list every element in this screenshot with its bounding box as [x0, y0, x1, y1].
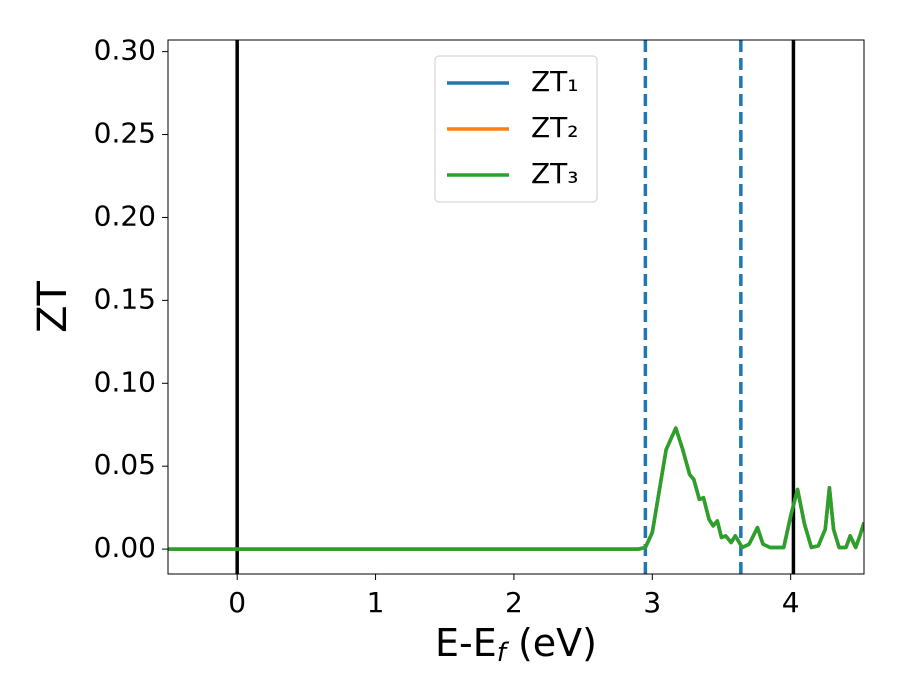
x-tick-label: 3: [643, 586, 661, 619]
x-tick-label: 4: [782, 586, 800, 619]
legend-label: ZT₁: [531, 65, 579, 98]
y-axis-label: ZT: [30, 281, 76, 333]
y-tick-label: 0.20: [94, 199, 156, 232]
series-line: [168, 426, 864, 551]
x-tick-label: 2: [505, 586, 523, 619]
x-tick-label: 1: [367, 586, 385, 619]
y-tick-label: 0.05: [94, 448, 156, 481]
legend-label: ZT₃: [531, 157, 579, 190]
y-tick-label: 0.30: [94, 34, 156, 67]
x-tick-label: 0: [228, 586, 246, 619]
y-tick-label: 0.10: [94, 365, 156, 398]
plot-frame: [167, 39, 865, 575]
legend-label: ZT₂: [531, 111, 579, 144]
y-tick-label: 0.25: [94, 117, 156, 150]
x-axis-label: E-Ef (eV): [435, 621, 597, 668]
legend-box: [434, 55, 598, 203]
y-tick-label: 0.00: [94, 531, 156, 564]
y-tick-label: 0.15: [94, 282, 156, 315]
